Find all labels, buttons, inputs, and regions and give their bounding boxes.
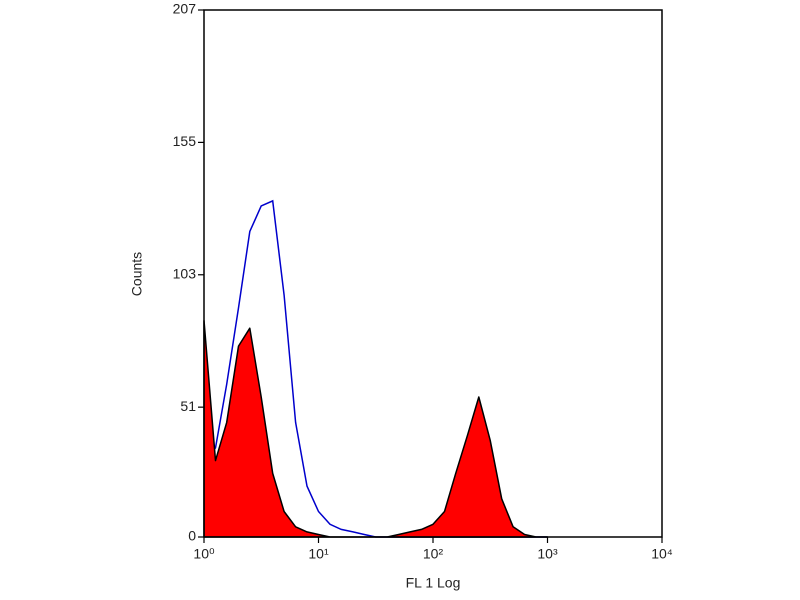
x-tick-label: 10¹ <box>308 546 329 562</box>
x-tick-label: 10⁴ <box>651 546 673 562</box>
y-axis-label: Counts <box>129 252 145 296</box>
y-tick-label: 155 <box>173 133 197 149</box>
x-tick-label: 10² <box>423 546 444 562</box>
y-tick-label: 207 <box>173 1 197 17</box>
plot-frame <box>203 9 663 538</box>
x-tick-label: 10³ <box>537 546 558 562</box>
x-axis-label: FL 1 Log <box>406 575 461 591</box>
area <box>203 319 549 538</box>
y-tick-label: 103 <box>173 265 197 281</box>
y-tick-label: 51 <box>180 398 196 414</box>
y-tick-label: 0 <box>188 528 196 544</box>
x-tick-label: 10⁰ <box>193 546 215 562</box>
